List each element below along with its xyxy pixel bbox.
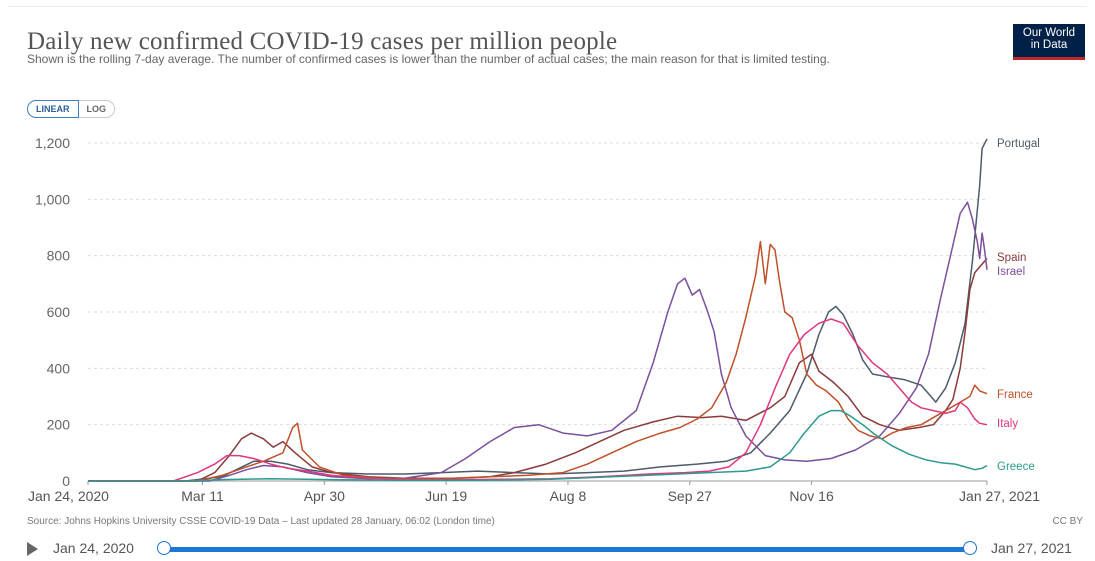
chart-subtitle: Shown is the rolling 7-day average. The … <box>27 52 830 66</box>
x-tick-label: Jan 27, 2021 <box>959 488 1040 504</box>
x-tick-label: Mar 11 <box>181 488 224 504</box>
owid-logo[interactable]: Our World in Data <box>1013 24 1085 60</box>
series-line-portugal <box>88 138 988 482</box>
x-tick-label: Aug 8 <box>550 488 587 504</box>
x-tick-label: Jan 24, 2020 <box>28 488 109 504</box>
timeline-start-handle[interactable] <box>157 541 171 555</box>
series-line-italy <box>88 318 988 482</box>
y-tick-label: 400 <box>47 360 71 376</box>
x-tick-label: Jun 19 <box>425 488 467 504</box>
top-divider <box>8 6 1087 7</box>
series-label-israel: Israel <box>997 266 1025 278</box>
x-tick-label: Sep 27 <box>668 488 713 504</box>
y-tick-labels: 0 200 400 600 800 1,000 1,200 <box>35 135 70 489</box>
log-scale-button[interactable]: LOG <box>78 100 115 118</box>
logo-line-1: Our World <box>1022 27 1076 39</box>
grid-lines <box>87 142 988 485</box>
chart-title: Daily new confirmed COVID-19 cases per m… <box>27 28 618 55</box>
logo-line-2: in Data <box>1030 39 1068 51</box>
timeline-end-label: Jan 27, 2021 <box>991 540 1072 556</box>
series-line-spain <box>88 258 988 482</box>
series-label-greece: Greece <box>997 461 1035 473</box>
series-line-greece <box>88 409 988 482</box>
y-tick-label: 1,200 <box>35 135 70 151</box>
timeline-end-handle[interactable] <box>963 541 977 555</box>
y-tick-label: 800 <box>47 248 71 264</box>
series-label-spain: Spain <box>997 252 1026 264</box>
y-tick-label: 200 <box>47 417 71 433</box>
scale-toggle: LINEAR LOG <box>27 100 115 118</box>
y-tick-label: 1,000 <box>35 191 70 207</box>
license-link[interactable]: CC BY <box>1052 516 1083 527</box>
timeline: Jan 24, 2020 Jan 27, 2021 <box>27 540 1087 558</box>
series-label-portugal: Portugal <box>997 138 1040 150</box>
y-tick-label: 0 <box>62 473 70 489</box>
linear-scale-button[interactable]: LINEAR <box>27 100 79 118</box>
series-label-france: France <box>997 389 1033 401</box>
x-tick-labels: Jan 24, 2020 Mar 11 Apr 30 Jun 19 Aug 8 Sep 2… <box>28 488 1040 504</box>
timeline-track[interactable] <box>164 547 970 552</box>
series-lines <box>88 138 988 482</box>
x-tick-label: Nov 16 <box>789 488 834 504</box>
x-tick-label: Apr 30 <box>304 488 345 504</box>
timeline-start-label: Jan 24, 2020 <box>53 540 134 556</box>
series-line-israel <box>88 201 988 482</box>
play-icon[interactable] <box>27 542 38 556</box>
line-chart: 0 200 400 600 800 1,000 1,200 Jan 24, 2020 Mar … <box>28 135 1040 504</box>
y-tick-label: 600 <box>47 304 71 320</box>
series-line-france <box>88 240 988 482</box>
source-note: Source: Johns Hopkins University CSSE CO… <box>27 516 495 527</box>
series-label-italy: Italy <box>997 418 1018 430</box>
series-labels: Portugal Spain Israel France Italy Greece <box>997 138 1040 473</box>
